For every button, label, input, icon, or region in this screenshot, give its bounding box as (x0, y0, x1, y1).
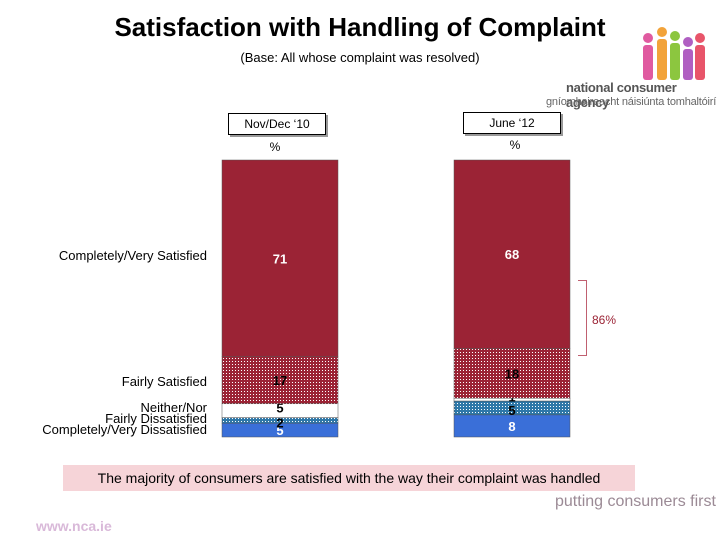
chart-subtitle: (Base: All whose complaint was resolved) (240, 50, 480, 65)
data-label-completely-very-dissatisfied-2: 8 (508, 419, 515, 434)
website-url: www.nca.ie (36, 518, 112, 534)
bar-completely-very-satisfied-2 (453, 159, 571, 349)
data-label-fairly-dissatisfied-2: 5 (508, 403, 515, 418)
legend-fairly-dissatisfied: Fairly Dissatisfied (105, 411, 207, 426)
percent-unit-2: % (509, 138, 521, 152)
bar-fairly-satisfied-1 (221, 356, 339, 405)
data-label-completely-very-dissatisfied-1: 5 (276, 423, 283, 438)
period-label-2: June ‘12 (463, 112, 561, 134)
bracket-total-label: 86% (592, 313, 617, 327)
chart-title: Satisfaction with Handling of Complaint (114, 12, 606, 42)
data-label-completely-very-satisfied-2: 68 (505, 247, 519, 262)
bar-fairly-satisfied-2 (453, 348, 571, 399)
legend-completely-very-satisfied: Completely/Very Satisfied (58, 248, 207, 263)
legend-fairly-satisfied: Fairly Satisfied (121, 374, 207, 389)
data-label-fairly-satisfied-1: 17 (273, 373, 287, 388)
legend-completely-very-dissatisfied: Completely/Very Dissatisfied (42, 422, 207, 437)
satisfied-bracket (578, 280, 587, 356)
bar-completely-very-satisfied-1 (221, 159, 339, 357)
data-label-fairly-dissatisfied-1: 2 (276, 415, 283, 430)
data-label-fairly-satisfied-2: 18 (505, 366, 519, 381)
legend-neither-nor: Neither/Nor (140, 400, 207, 415)
nca-logo-icon (643, 27, 705, 80)
percent-unit-1: % (269, 140, 281, 154)
data-label-neither-nor-1: 5 (276, 401, 283, 416)
tagline: putting consumers first (555, 493, 716, 510)
logo-name: national consumer agency (566, 80, 677, 110)
period-label-1: Nov/Dec ‘10 (228, 113, 326, 135)
logo-irish-name: gníomhaireacht náisiúnta tomhaltóirí (546, 96, 717, 108)
data-label-completely-very-satisfied-1: 71 (273, 251, 287, 266)
summary-box: The majority of consumers are satisfied … (63, 465, 635, 491)
